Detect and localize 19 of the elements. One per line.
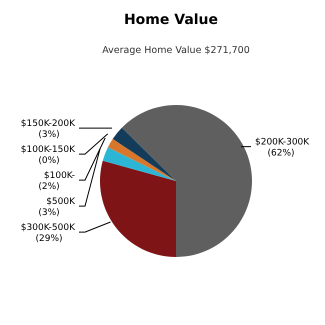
chart-title: Home Value <box>124 12 218 28</box>
data-label: (2%) <box>38 182 60 192</box>
data-label: (62%) <box>267 148 295 159</box>
data-label: (29%) <box>35 234 63 244</box>
slice-label: $100K- <box>44 171 75 182</box>
pie-slice <box>102 147 176 181</box>
data-label: (3%) <box>38 130 60 140</box>
chart-subtitle: Average Home Value $271,700 <box>102 45 250 56</box>
pie-slice <box>122 105 252 257</box>
text: (0%) <box>38 156 60 166</box>
slice-label: $150K-200K <box>20 119 76 130</box>
slice-label: $200K-300K <box>255 138 310 148</box>
slice-label: $500K <box>46 197 76 208</box>
slice-label: $300K-500K <box>20 223 76 234</box>
data-label: (3%) <box>38 208 60 218</box>
legend-label: $100K-150K <box>20 145 76 156</box>
pie-slice <box>112 128 176 181</box>
pie-slice <box>108 138 176 181</box>
pie-slice <box>100 160 176 257</box>
